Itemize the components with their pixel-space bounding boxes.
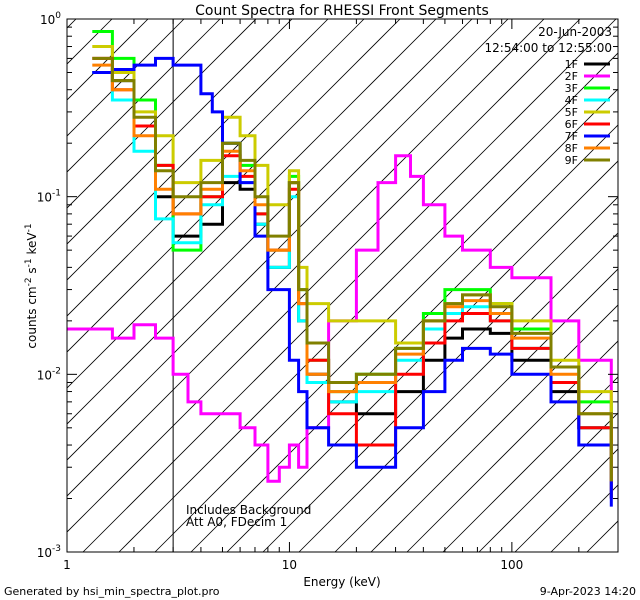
y-label-sup1: -2 <box>24 277 34 286</box>
legend-label-6F: 6F <box>565 118 578 131</box>
x-tick-label: 10 <box>282 558 297 572</box>
hatch-line <box>514 448 618 552</box>
hatch-line <box>67 19 77 29</box>
legend-label-8F: 8F <box>565 142 578 155</box>
plot-frame <box>66 18 619 553</box>
series-line-8F <box>92 63 613 482</box>
legend-label-5F: 5F <box>565 106 578 119</box>
hatch-line <box>370 304 618 552</box>
legend-label-9F: 9F <box>565 154 578 167</box>
hatch-line <box>298 232 618 552</box>
hatch-line <box>82 19 617 552</box>
x-axis-label: Energy (keV) <box>303 575 380 589</box>
annotation-background: Includes Background <box>186 503 311 517</box>
hatch-region <box>0 19 640 552</box>
annotation-attenuator: Att A0, FDecim 1 <box>186 515 287 529</box>
hatch-line <box>623 19 640 552</box>
y-label-main: counts cm <box>25 286 39 348</box>
legend-label-3F: 3F <box>565 82 578 95</box>
hatch-line <box>226 160 618 552</box>
hatch-line <box>67 19 437 389</box>
hatch-line <box>67 19 329 281</box>
time-range-label: 12:54:00 to 12:55:00 <box>485 41 612 55</box>
hatch-line <box>190 124 618 552</box>
hatch-line <box>334 268 618 552</box>
y-label-sup2: -1 <box>24 258 34 267</box>
y-tick-label: 10-3 <box>37 544 61 560</box>
axes: 1 10 100 100 10-1 10-2 10-3 <box>37 11 619 572</box>
x-tick-label: 100 <box>500 558 523 572</box>
hatch-line <box>262 196 618 552</box>
x-tick-label: 1 <box>63 558 71 572</box>
legend-label-4F: 4F <box>565 94 578 107</box>
legend-label-1F: 1F <box>565 58 578 71</box>
hatch-line <box>67 19 509 461</box>
hatch-line <box>442 376 618 552</box>
date-label: 20-Jun-2003 <box>538 25 612 39</box>
series-line-9F <box>92 56 613 482</box>
hatch-line <box>67 19 401 353</box>
hatch-line <box>67 19 545 497</box>
hatch-line <box>67 19 185 137</box>
hatch-line <box>406 340 618 552</box>
chart-title: Count Spectra for RHESSI Front Segments <box>195 3 489 19</box>
y-axis-label: counts cm-2 s-1 keV-1 <box>24 223 39 348</box>
series-layer <box>67 30 613 507</box>
series-line-5F <box>92 45 613 468</box>
hatch-line <box>67 19 113 65</box>
legend-label-2F: 2F <box>565 70 578 83</box>
y-label-sup3: -1 <box>24 223 34 232</box>
hatch-line <box>67 19 221 173</box>
y-tick-label: 10-1 <box>37 189 61 205</box>
series-line-7F <box>92 56 613 507</box>
hatch-line <box>67 19 581 533</box>
y-tick-label: 10-2 <box>37 366 61 382</box>
y-label-mid: s <box>25 267 39 277</box>
hatch-line <box>67 19 473 425</box>
hatch-line <box>0 19 40 552</box>
hatch-line <box>478 412 618 552</box>
hatch-line <box>154 88 618 552</box>
hatch-line <box>118 52 618 552</box>
footer-date: 9-Apr-2023 14:20 <box>540 585 636 598</box>
hatch-line <box>67 19 365 317</box>
footer-generated: Generated by hsi_min_spectra_plot.pro <box>4 585 220 598</box>
y-label-end: keV <box>25 232 39 259</box>
hatch-line <box>67 19 293 245</box>
series-line-2F <box>67 154 613 483</box>
hatch-line <box>67 19 257 209</box>
y-tick-label: 100 <box>40 11 61 27</box>
legend-label-7F: 7F <box>565 130 578 143</box>
